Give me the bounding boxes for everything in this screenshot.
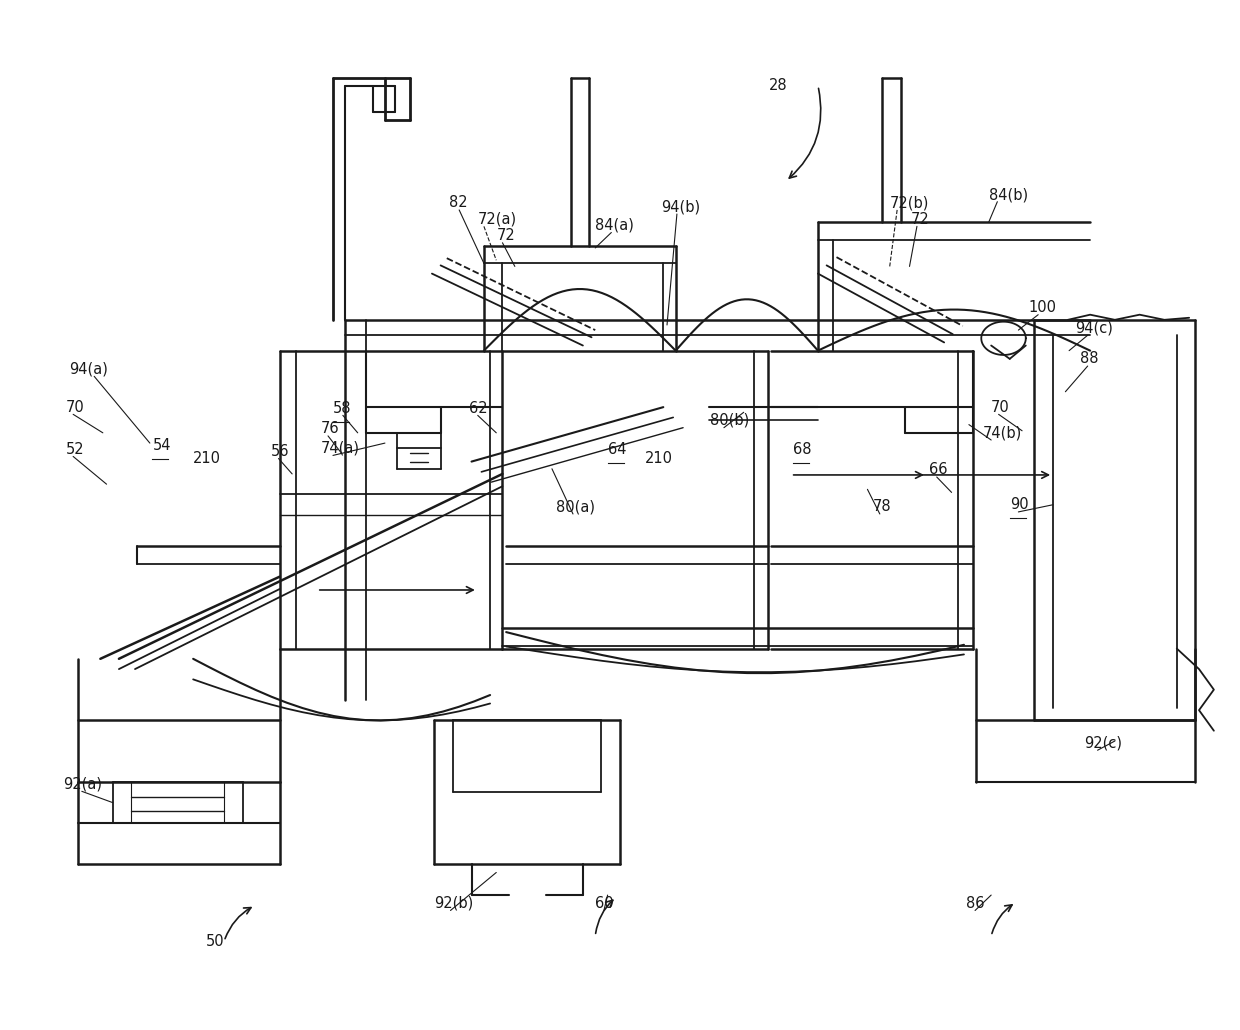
Text: 68: 68 <box>794 442 812 456</box>
Text: 54: 54 <box>153 438 171 452</box>
Text: 80(a): 80(a) <box>556 500 595 514</box>
Text: 100: 100 <box>1028 300 1056 315</box>
Text: 56: 56 <box>272 444 290 458</box>
Text: 80(b): 80(b) <box>711 413 749 428</box>
Text: 70: 70 <box>991 400 1009 415</box>
Text: 52: 52 <box>66 442 84 456</box>
Text: 84(b): 84(b) <box>988 187 1028 202</box>
Text: 82: 82 <box>449 196 467 210</box>
Text: 90: 90 <box>1009 497 1028 512</box>
Text: 88: 88 <box>1080 351 1099 367</box>
Text: 78: 78 <box>873 500 892 514</box>
Text: 64: 64 <box>608 442 626 456</box>
Text: 92(c): 92(c) <box>1084 735 1122 751</box>
Text: 76: 76 <box>321 421 340 437</box>
Text: 70: 70 <box>66 400 84 415</box>
Text: 72(b): 72(b) <box>890 196 929 210</box>
Text: 66: 66 <box>929 462 947 477</box>
Text: 94(c): 94(c) <box>1075 320 1114 336</box>
Text: 92(a): 92(a) <box>63 777 102 792</box>
Text: 74(a): 74(a) <box>321 441 360 455</box>
Text: 60: 60 <box>595 896 614 911</box>
Text: 86: 86 <box>966 896 985 911</box>
Text: 74(b): 74(b) <box>982 425 1022 440</box>
Text: 72(a): 72(a) <box>477 211 517 227</box>
Text: 62: 62 <box>469 401 487 416</box>
Text: 72: 72 <box>496 228 515 243</box>
Text: 210: 210 <box>645 451 673 466</box>
Text: 92(b): 92(b) <box>434 896 474 911</box>
Text: 72: 72 <box>910 211 930 227</box>
Text: 94(b): 94(b) <box>661 200 699 214</box>
Text: 210: 210 <box>193 451 221 466</box>
Text: 28: 28 <box>769 78 787 93</box>
Text: 84(a): 84(a) <box>595 217 634 233</box>
Text: 58: 58 <box>334 401 351 416</box>
Text: 94(a): 94(a) <box>69 362 108 377</box>
Text: 50: 50 <box>206 934 224 949</box>
